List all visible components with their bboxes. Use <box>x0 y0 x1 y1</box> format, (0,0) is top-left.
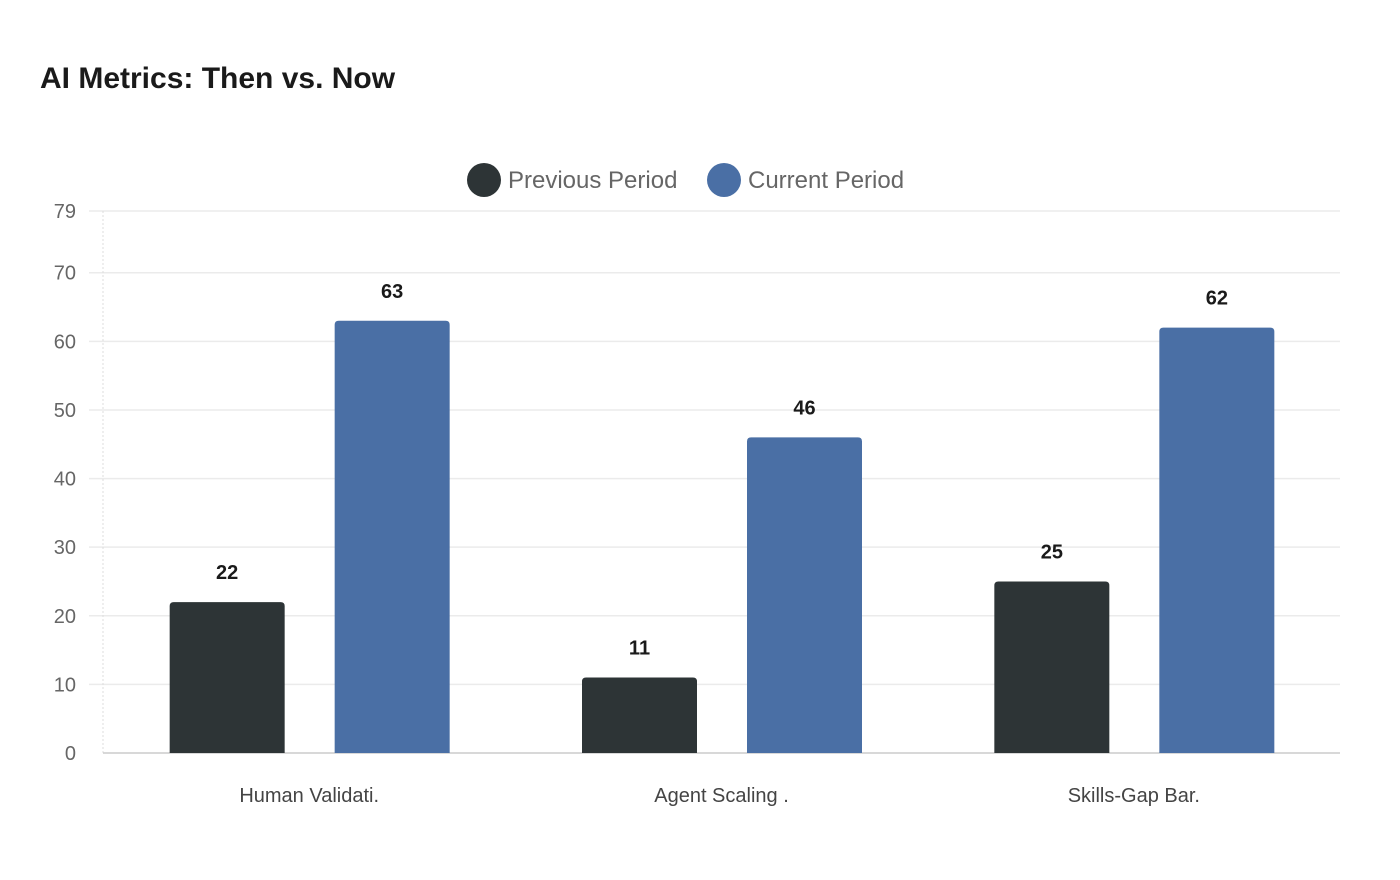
y-tick-label: 20 <box>54 606 76 628</box>
data-label: 62 <box>1206 288 1228 310</box>
bar <box>994 581 1110 753</box>
x-tick-label: Skills-Gap Bar. <box>1068 785 1200 807</box>
data-label: 46 <box>793 397 815 419</box>
y-tick-label: 50 <box>54 400 76 422</box>
x-tick-label: Agent Scaling . <box>654 785 789 807</box>
bar <box>582 677 697 753</box>
y-tick-label: 79 <box>54 201 76 223</box>
bar <box>169 602 285 753</box>
y-tick-label: 10 <box>54 674 76 696</box>
legend-label: Current Period <box>748 167 904 194</box>
y-tick-label: 0 <box>65 743 76 765</box>
data-label: 25 <box>1041 541 1063 563</box>
chart-title: AI Metrics: Then vs. Now <box>40 62 396 95</box>
y-tick-label: 30 <box>54 537 76 559</box>
y-tick-label: 70 <box>54 263 76 285</box>
bar <box>334 320 450 753</box>
y-tick-label: 40 <box>54 469 76 491</box>
legend-label: Previous Period <box>508 167 677 194</box>
bar <box>747 437 862 753</box>
x-tick-label: Human Validati. <box>239 785 379 807</box>
legend-marker <box>707 163 741 197</box>
data-label: 11 <box>629 638 650 660</box>
y-tick-label: 60 <box>54 331 76 353</box>
legend-marker <box>467 163 501 197</box>
data-label: 63 <box>381 281 403 303</box>
bar <box>1159 327 1275 753</box>
data-label: 22 <box>216 562 238 584</box>
